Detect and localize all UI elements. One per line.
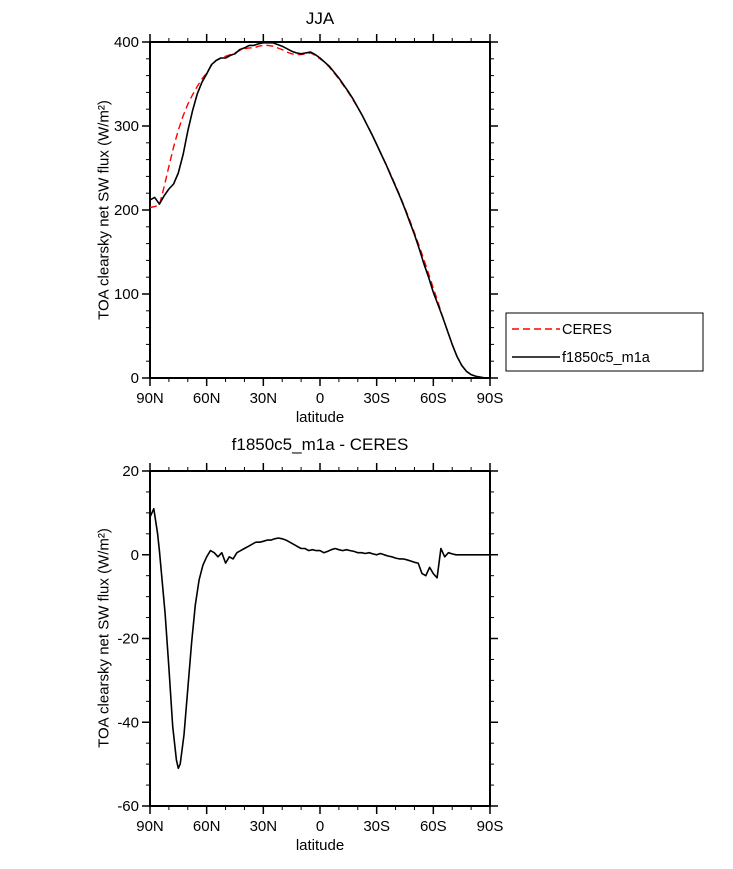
- y-tick-label: -20: [117, 631, 139, 648]
- plot-frame: [149, 470, 491, 807]
- bottom-chart-title: f1850c5_m1a - CERES: [231, 435, 409, 454]
- x-tick-label: 90S: [477, 390, 504, 407]
- x-tick-label: 60S: [420, 818, 447, 835]
- x-tick-label: 90N: [136, 390, 164, 407]
- x-tick-label: 60N: [193, 818, 221, 835]
- y-tick-label: -60: [117, 798, 139, 815]
- y-tick-label: 100: [114, 286, 139, 303]
- x-tick-label: 30N: [250, 390, 278, 407]
- chart-difference: 90N 60N 30N 0 30S 60S 90S -60 -40 -20 0 20: [117, 463, 503, 835]
- x-tick-label: 90N: [136, 818, 164, 835]
- x-tick-label: 0: [316, 390, 324, 407]
- top-chart-title: JJA: [305, 9, 335, 28]
- x-tick-label: 30S: [363, 390, 390, 407]
- y-tick-label: -40: [117, 714, 139, 731]
- bottom-chart-x-axis-label: latitude: [295, 837, 345, 854]
- bottom-chart-y-axis-label: TOA clearsky net SW flux (W/m²): [95, 528, 113, 748]
- legend-box: [505, 312, 704, 372]
- top-chart-x-axis-label: latitude: [295, 409, 345, 426]
- series-line-f1850c5_m1a: [149, 41, 490, 379]
- plot-frame: [149, 41, 491, 379]
- y-tick-label: 0: [131, 370, 139, 387]
- y-tick-label: 20: [122, 463, 139, 480]
- legend-label: f1850c5_m1a: [562, 350, 651, 366]
- x-tick-label: 30N: [250, 818, 278, 835]
- top-chart-y-axis-label: TOA clearsky net SW flux (W/m²): [95, 100, 113, 320]
- x-tick-label: 0: [316, 818, 324, 835]
- series-line-f1850c5_m1a---CERES: [149, 507, 490, 770]
- y-tick-label: 0: [131, 547, 139, 564]
- y-tick-label: 200: [114, 202, 139, 219]
- x-tick-label: 30S: [363, 818, 390, 835]
- y-tick-label: 300: [114, 118, 139, 135]
- x-tick-label: 60S: [420, 390, 447, 407]
- x-tick-label: 90S: [477, 818, 504, 835]
- y-tick-label: 400: [114, 34, 139, 51]
- x-tick-label: 60N: [193, 390, 221, 407]
- chart-toa_net_sw: 90N 60N 30N 0 30S 60S 90S 0 100 200 300 400 CERES f18…: [114, 34, 704, 407]
- series-line-CERES: [149, 44, 490, 379]
- legend-label: CERES: [562, 322, 612, 338]
